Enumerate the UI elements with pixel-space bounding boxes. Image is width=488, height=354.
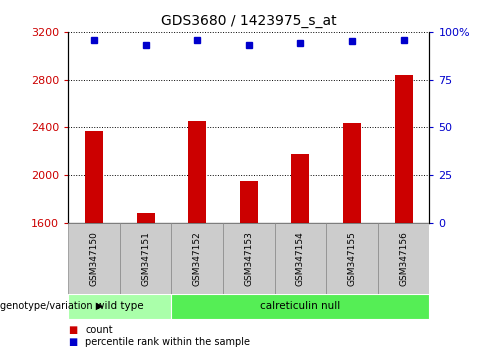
Bar bbox=[343, 123, 361, 223]
Bar bbox=[275, 223, 326, 294]
Text: percentile rank within the sample: percentile rank within the sample bbox=[85, 337, 250, 348]
Bar bbox=[137, 213, 155, 223]
Text: GSM347152: GSM347152 bbox=[193, 231, 202, 286]
Bar bbox=[85, 131, 103, 223]
Text: GSM347156: GSM347156 bbox=[399, 231, 408, 286]
Text: GSM347153: GSM347153 bbox=[244, 231, 253, 286]
Bar bbox=[291, 154, 309, 223]
Text: GSM347154: GSM347154 bbox=[296, 231, 305, 286]
Text: ■: ■ bbox=[68, 337, 78, 348]
Bar bbox=[378, 223, 429, 294]
Bar bbox=[171, 223, 223, 294]
Text: count: count bbox=[85, 325, 113, 335]
Text: wild type: wild type bbox=[96, 301, 144, 311]
Bar bbox=[188, 121, 206, 223]
Bar bbox=[240, 181, 258, 223]
Bar bbox=[326, 223, 378, 294]
Bar bbox=[223, 223, 275, 294]
Bar bbox=[68, 223, 120, 294]
Text: ■: ■ bbox=[68, 325, 78, 335]
Text: GSM347150: GSM347150 bbox=[90, 231, 99, 286]
Bar bbox=[120, 223, 171, 294]
Text: genotype/variation ▶: genotype/variation ▶ bbox=[0, 301, 103, 311]
Bar bbox=[171, 294, 429, 319]
Text: GSM347155: GSM347155 bbox=[347, 231, 357, 286]
Bar bbox=[395, 75, 413, 223]
Title: GDS3680 / 1423975_s_at: GDS3680 / 1423975_s_at bbox=[161, 14, 337, 28]
Bar bbox=[68, 294, 171, 319]
Text: calreticulin null: calreticulin null bbox=[260, 301, 341, 311]
Text: GSM347151: GSM347151 bbox=[141, 231, 150, 286]
